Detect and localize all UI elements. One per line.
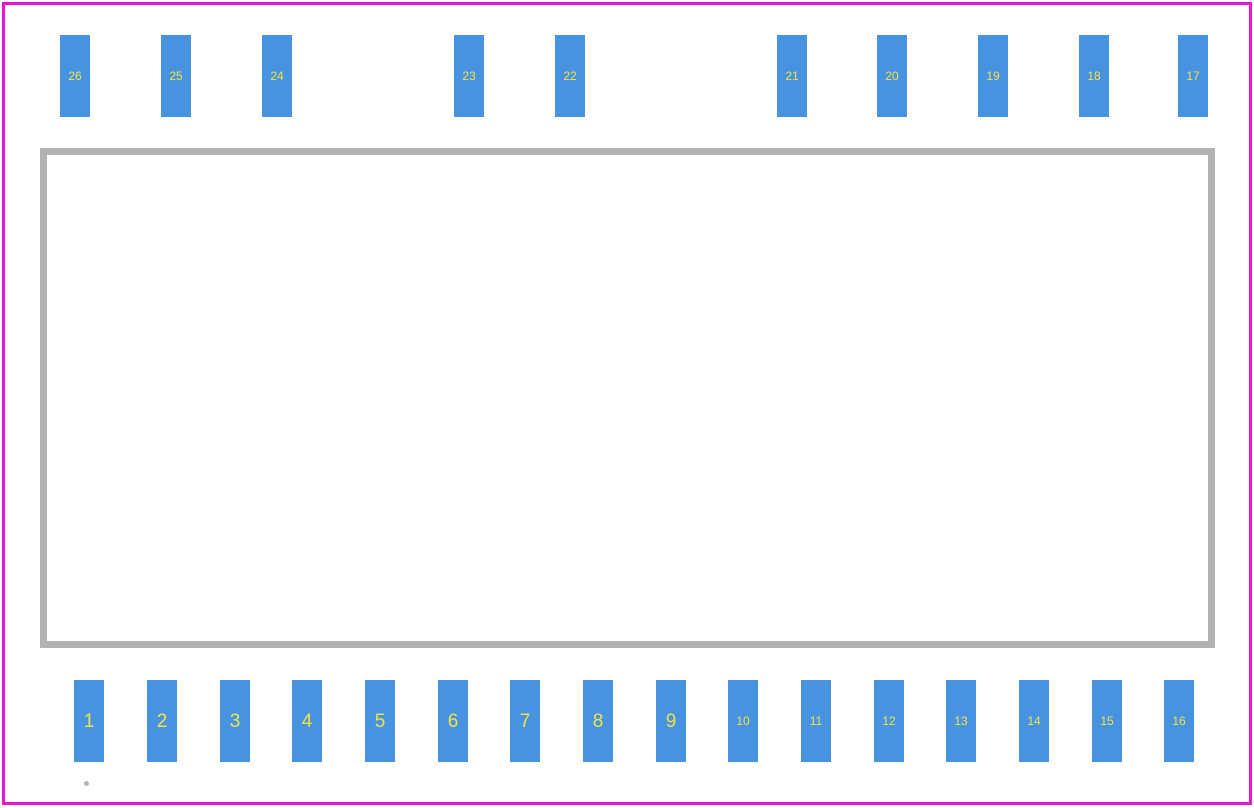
pin-label: 19 — [986, 70, 999, 82]
pin-3: 3 — [220, 680, 250, 762]
pin-label: 14 — [1027, 715, 1040, 727]
pin-6: 6 — [438, 680, 468, 762]
pin-23: 23 — [454, 35, 484, 117]
pin-19: 19 — [978, 35, 1008, 117]
pin-label: 5 — [375, 712, 386, 731]
pin-13: 13 — [946, 680, 976, 762]
pin-25: 25 — [161, 35, 191, 117]
pin1-marker-dot — [84, 781, 89, 786]
pin-label: 22 — [563, 70, 576, 82]
pin-7: 7 — [510, 680, 540, 762]
pin-label: 13 — [954, 715, 967, 727]
pin-label: 9 — [666, 712, 677, 731]
pin-label: 15 — [1100, 715, 1113, 727]
pin-5: 5 — [365, 680, 395, 762]
pin-11: 11 — [801, 680, 831, 762]
pin-label: 10 — [736, 715, 749, 727]
pin-2: 2 — [147, 680, 177, 762]
pin-label: 7 — [520, 712, 531, 731]
pin-label: 11 — [810, 715, 822, 727]
pin-label: 2 — [157, 712, 168, 731]
pin-17: 17 — [1178, 35, 1208, 117]
pin-9: 9 — [656, 680, 686, 762]
pin-label: 1 — [84, 712, 95, 731]
pin-label: 24 — [270, 70, 283, 82]
pin-label: 17 — [1186, 70, 1199, 82]
footprint-canvas: 1234567891011121314151626252423222120191… — [0, 0, 1254, 808]
pin-12: 12 — [874, 680, 904, 762]
pin-20: 20 — [877, 35, 907, 117]
pin-8: 8 — [583, 680, 613, 762]
pin-label: 6 — [448, 712, 459, 731]
pin-label: 3 — [230, 712, 241, 731]
pin-10: 10 — [728, 680, 758, 762]
pin-label: 20 — [885, 70, 898, 82]
pin-label: 16 — [1172, 715, 1185, 727]
pin-4: 4 — [292, 680, 322, 762]
pin-15: 15 — [1092, 680, 1122, 762]
pin-label: 4 — [302, 712, 313, 731]
pin-label: 18 — [1087, 70, 1100, 82]
pin-14: 14 — [1019, 680, 1049, 762]
pin-label: 8 — [593, 712, 604, 731]
pin-18: 18 — [1079, 35, 1109, 117]
pin-22: 22 — [555, 35, 585, 117]
pin-label: 12 — [882, 715, 895, 727]
pin-label: 21 — [785, 70, 798, 82]
pin-21: 21 — [777, 35, 807, 117]
pin-1: 1 — [74, 680, 104, 762]
pin-26: 26 — [60, 35, 90, 117]
pin-label: 25 — [169, 70, 182, 82]
pin-16: 16 — [1164, 680, 1194, 762]
pin-24: 24 — [262, 35, 292, 117]
pin-label: 26 — [68, 70, 81, 82]
pin-label: 23 — [462, 70, 475, 82]
component-body-outline — [40, 148, 1215, 648]
